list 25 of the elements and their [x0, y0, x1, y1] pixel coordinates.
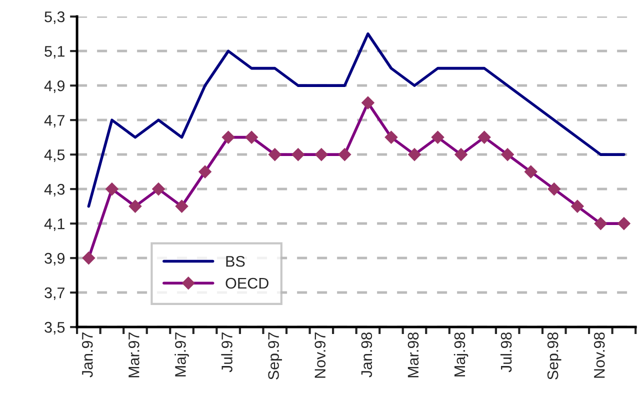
legend-label: OECD: [226, 278, 268, 289]
y-tick-label: 5,3: [44, 11, 65, 24]
x-tick-label: Jan.97: [82, 332, 93, 378]
y-tick-label: 3,9: [44, 252, 65, 266]
x-tick-label: Mar.98: [408, 332, 419, 378]
x-tick-label: Maj.97: [174, 332, 189, 376]
x-tick-label: Nov.98: [594, 332, 605, 378]
x-tick-label: Jan.98: [361, 332, 372, 378]
x-tick-label: Nov.97: [314, 332, 326, 378]
y-tick-label: 4,7: [44, 115, 64, 128]
y-tick-label: 4,5: [44, 150, 65, 162]
x-tick-label: Jul.97: [221, 332, 232, 372]
y-tick-label: 3,5: [44, 322, 65, 335]
y-tick-label: 3,7: [44, 287, 64, 300]
x-tick-label: Jul.98: [500, 332, 512, 372]
x-tick-label: Maj.98: [454, 332, 468, 376]
x-tick-label: Mar.97: [128, 332, 140, 378]
line-series: [87, 32, 626, 208]
y-tick-label: 5,1: [44, 46, 64, 59]
legend-label: BS: [226, 256, 245, 267]
y-tick-label: 4,3: [44, 184, 65, 197]
y-tick-label: 4,9: [44, 80, 65, 94]
y-tick-label: 4,1: [44, 218, 64, 232]
x-tick-label: Sep.97: [268, 332, 282, 380]
x-tick-label: Sep.98: [547, 332, 562, 380]
